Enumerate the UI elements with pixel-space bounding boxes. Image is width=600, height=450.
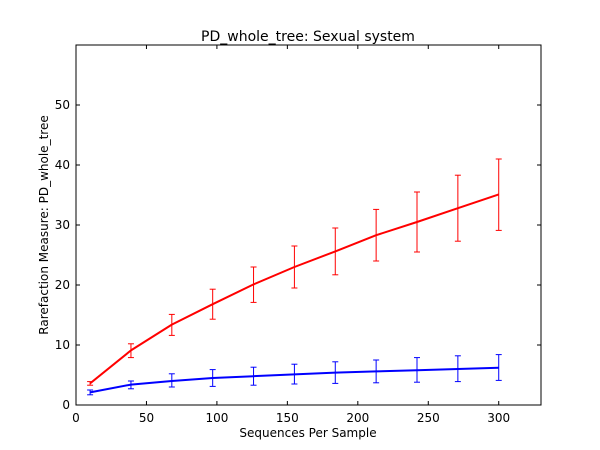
y-tick-label: 10 [55, 338, 70, 352]
series-line [89, 193, 500, 385]
y-axis-label: Rarefaction Measure: PD_whole_tree [37, 115, 51, 334]
plot-frame [75, 44, 542, 406]
chart-title: PD_whole_tree: Sexual system [201, 29, 415, 45]
series-1 [87, 158, 502, 386]
x-tick-label: 0 [72, 411, 80, 425]
x-axis-label: Sequences Per Sample [239, 426, 376, 440]
x-tick-label: 250 [417, 411, 440, 425]
x-tick-label: 150 [276, 411, 299, 425]
y-tick-label: 0 [62, 398, 70, 412]
x-tick-label: 100 [205, 411, 228, 425]
y-tick-label: 40 [55, 158, 70, 172]
y-tick-label: 20 [55, 278, 70, 292]
series-2 [87, 354, 502, 396]
series-line [89, 366, 499, 394]
y-tick-label: 50 [55, 98, 70, 112]
x-tick-label: 200 [346, 411, 369, 425]
x-tick-label: 50 [139, 411, 154, 425]
plot-area [87, 158, 502, 396]
y-tick-label: 30 [55, 218, 70, 232]
axis-ticks: 0 50 100 150 200 250 300 0 10 20 30 40 50 [55, 45, 541, 425]
x-tick-label: 300 [487, 411, 510, 425]
